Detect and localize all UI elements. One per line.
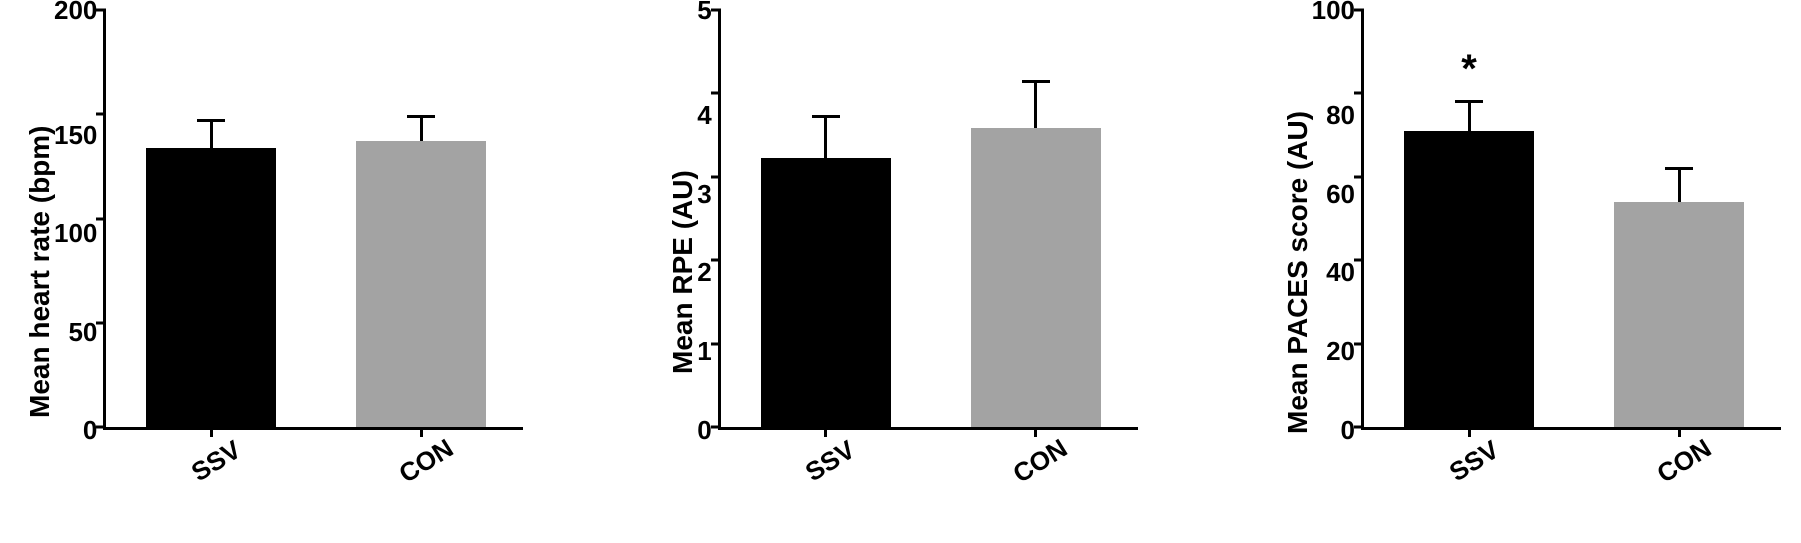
- y-axis-ticks: 100806040200: [1312, 10, 1361, 430]
- y-tick-label: 200: [54, 0, 97, 23]
- y-tick-label: 0: [1341, 417, 1355, 443]
- x-axis-labels: SSV CON: [1361, 430, 1781, 490]
- y-tick-mark: [711, 175, 721, 178]
- y-tick-label: 0: [83, 417, 97, 443]
- error-cap: [1665, 167, 1693, 170]
- error-cap: [1022, 80, 1050, 83]
- x-tick-label: SSV: [186, 434, 247, 488]
- y-tick-mark: [711, 342, 721, 345]
- chart-panel-paces: Mean PACES score (AU)100806040200*SSVCON: [1278, 10, 1781, 533]
- x-tick-label: SSV: [1444, 434, 1505, 488]
- y-tick-mark: [96, 321, 106, 324]
- significance-marker: *: [1449, 47, 1489, 92]
- y-tick-label: 2: [697, 259, 711, 285]
- error-bar: [1034, 82, 1037, 129]
- y-tick-mark: [711, 9, 721, 12]
- y-tick-mark: [1354, 9, 1364, 12]
- x-axis-labels: SSV CON: [103, 430, 523, 490]
- y-tick-label: 100: [54, 220, 97, 246]
- y-tick-label: 100: [1312, 0, 1355, 23]
- y-axis-label: Mean PACES score (AU): [1278, 62, 1312, 482]
- plot-area: [718, 10, 1138, 430]
- error-cap: [407, 115, 435, 118]
- y-tick-label: 40: [1326, 259, 1355, 285]
- error-bar: [824, 117, 827, 159]
- bar-ssv: [146, 148, 276, 427]
- bar-con: [356, 141, 486, 427]
- error-cap: [812, 115, 840, 118]
- x-tick-label: CON: [1008, 433, 1073, 490]
- bar-ssv: [761, 158, 891, 427]
- plot-area: *: [1361, 10, 1781, 430]
- chart-panel-rpe: Mean RPE (AU)543210SSVCON: [663, 10, 1137, 533]
- y-axis-ticks: 200150100500: [54, 10, 103, 430]
- y-tick-label: 150: [54, 122, 97, 148]
- y-tick-mark: [96, 426, 106, 429]
- y-tick-mark: [1354, 342, 1364, 345]
- plot-area: [103, 10, 523, 430]
- y-tick-label: 20: [1326, 338, 1355, 364]
- bar-ssv: [1404, 131, 1534, 427]
- y-tick-label: 1: [697, 338, 711, 364]
- x-axis-labels: SSV CON: [717, 430, 1137, 490]
- x-tick-label: SSV: [800, 434, 861, 488]
- y-tick-label: 0: [697, 417, 711, 443]
- y-tick-label: 3: [697, 181, 711, 207]
- y-tick-mark: [96, 9, 106, 12]
- x-tick-label: CON: [1651, 433, 1716, 490]
- y-tick-label: 4: [697, 102, 711, 128]
- x-tick-label: CON: [393, 433, 458, 490]
- y-tick-mark: [96, 113, 106, 116]
- y-tick-mark: [1354, 259, 1364, 262]
- bar-con: [1614, 202, 1744, 427]
- y-tick-mark: [96, 217, 106, 220]
- error-bar: [1468, 102, 1471, 131]
- y-axis-ticks: 543210: [697, 10, 717, 430]
- y-tick-label: 50: [68, 319, 97, 345]
- y-tick-mark: [1354, 92, 1364, 95]
- y-tick-mark: [711, 259, 721, 262]
- error-cap: [197, 119, 225, 122]
- y-tick-label: 60: [1326, 181, 1355, 207]
- y-tick-label: 5: [697, 0, 711, 23]
- error-bar: [210, 121, 213, 148]
- y-tick-mark: [1354, 175, 1364, 178]
- y-tick-mark: [711, 92, 721, 95]
- error-bar: [1678, 168, 1681, 201]
- y-axis-label: Mean heart rate (bpm): [20, 62, 54, 482]
- y-tick-mark: [1354, 426, 1364, 429]
- error-bar: [420, 116, 423, 141]
- bar-con: [971, 128, 1101, 427]
- y-axis-label: Mean RPE (AU): [663, 62, 697, 482]
- y-tick-label: 80: [1326, 102, 1355, 128]
- error-cap: [1455, 100, 1483, 103]
- chart-panel-hr: Mean heart rate (bpm)200150100500SSVCON: [20, 10, 523, 533]
- y-tick-mark: [711, 426, 721, 429]
- figure-row: Mean heart rate (bpm)200150100500SSVCONM…: [0, 0, 1801, 543]
